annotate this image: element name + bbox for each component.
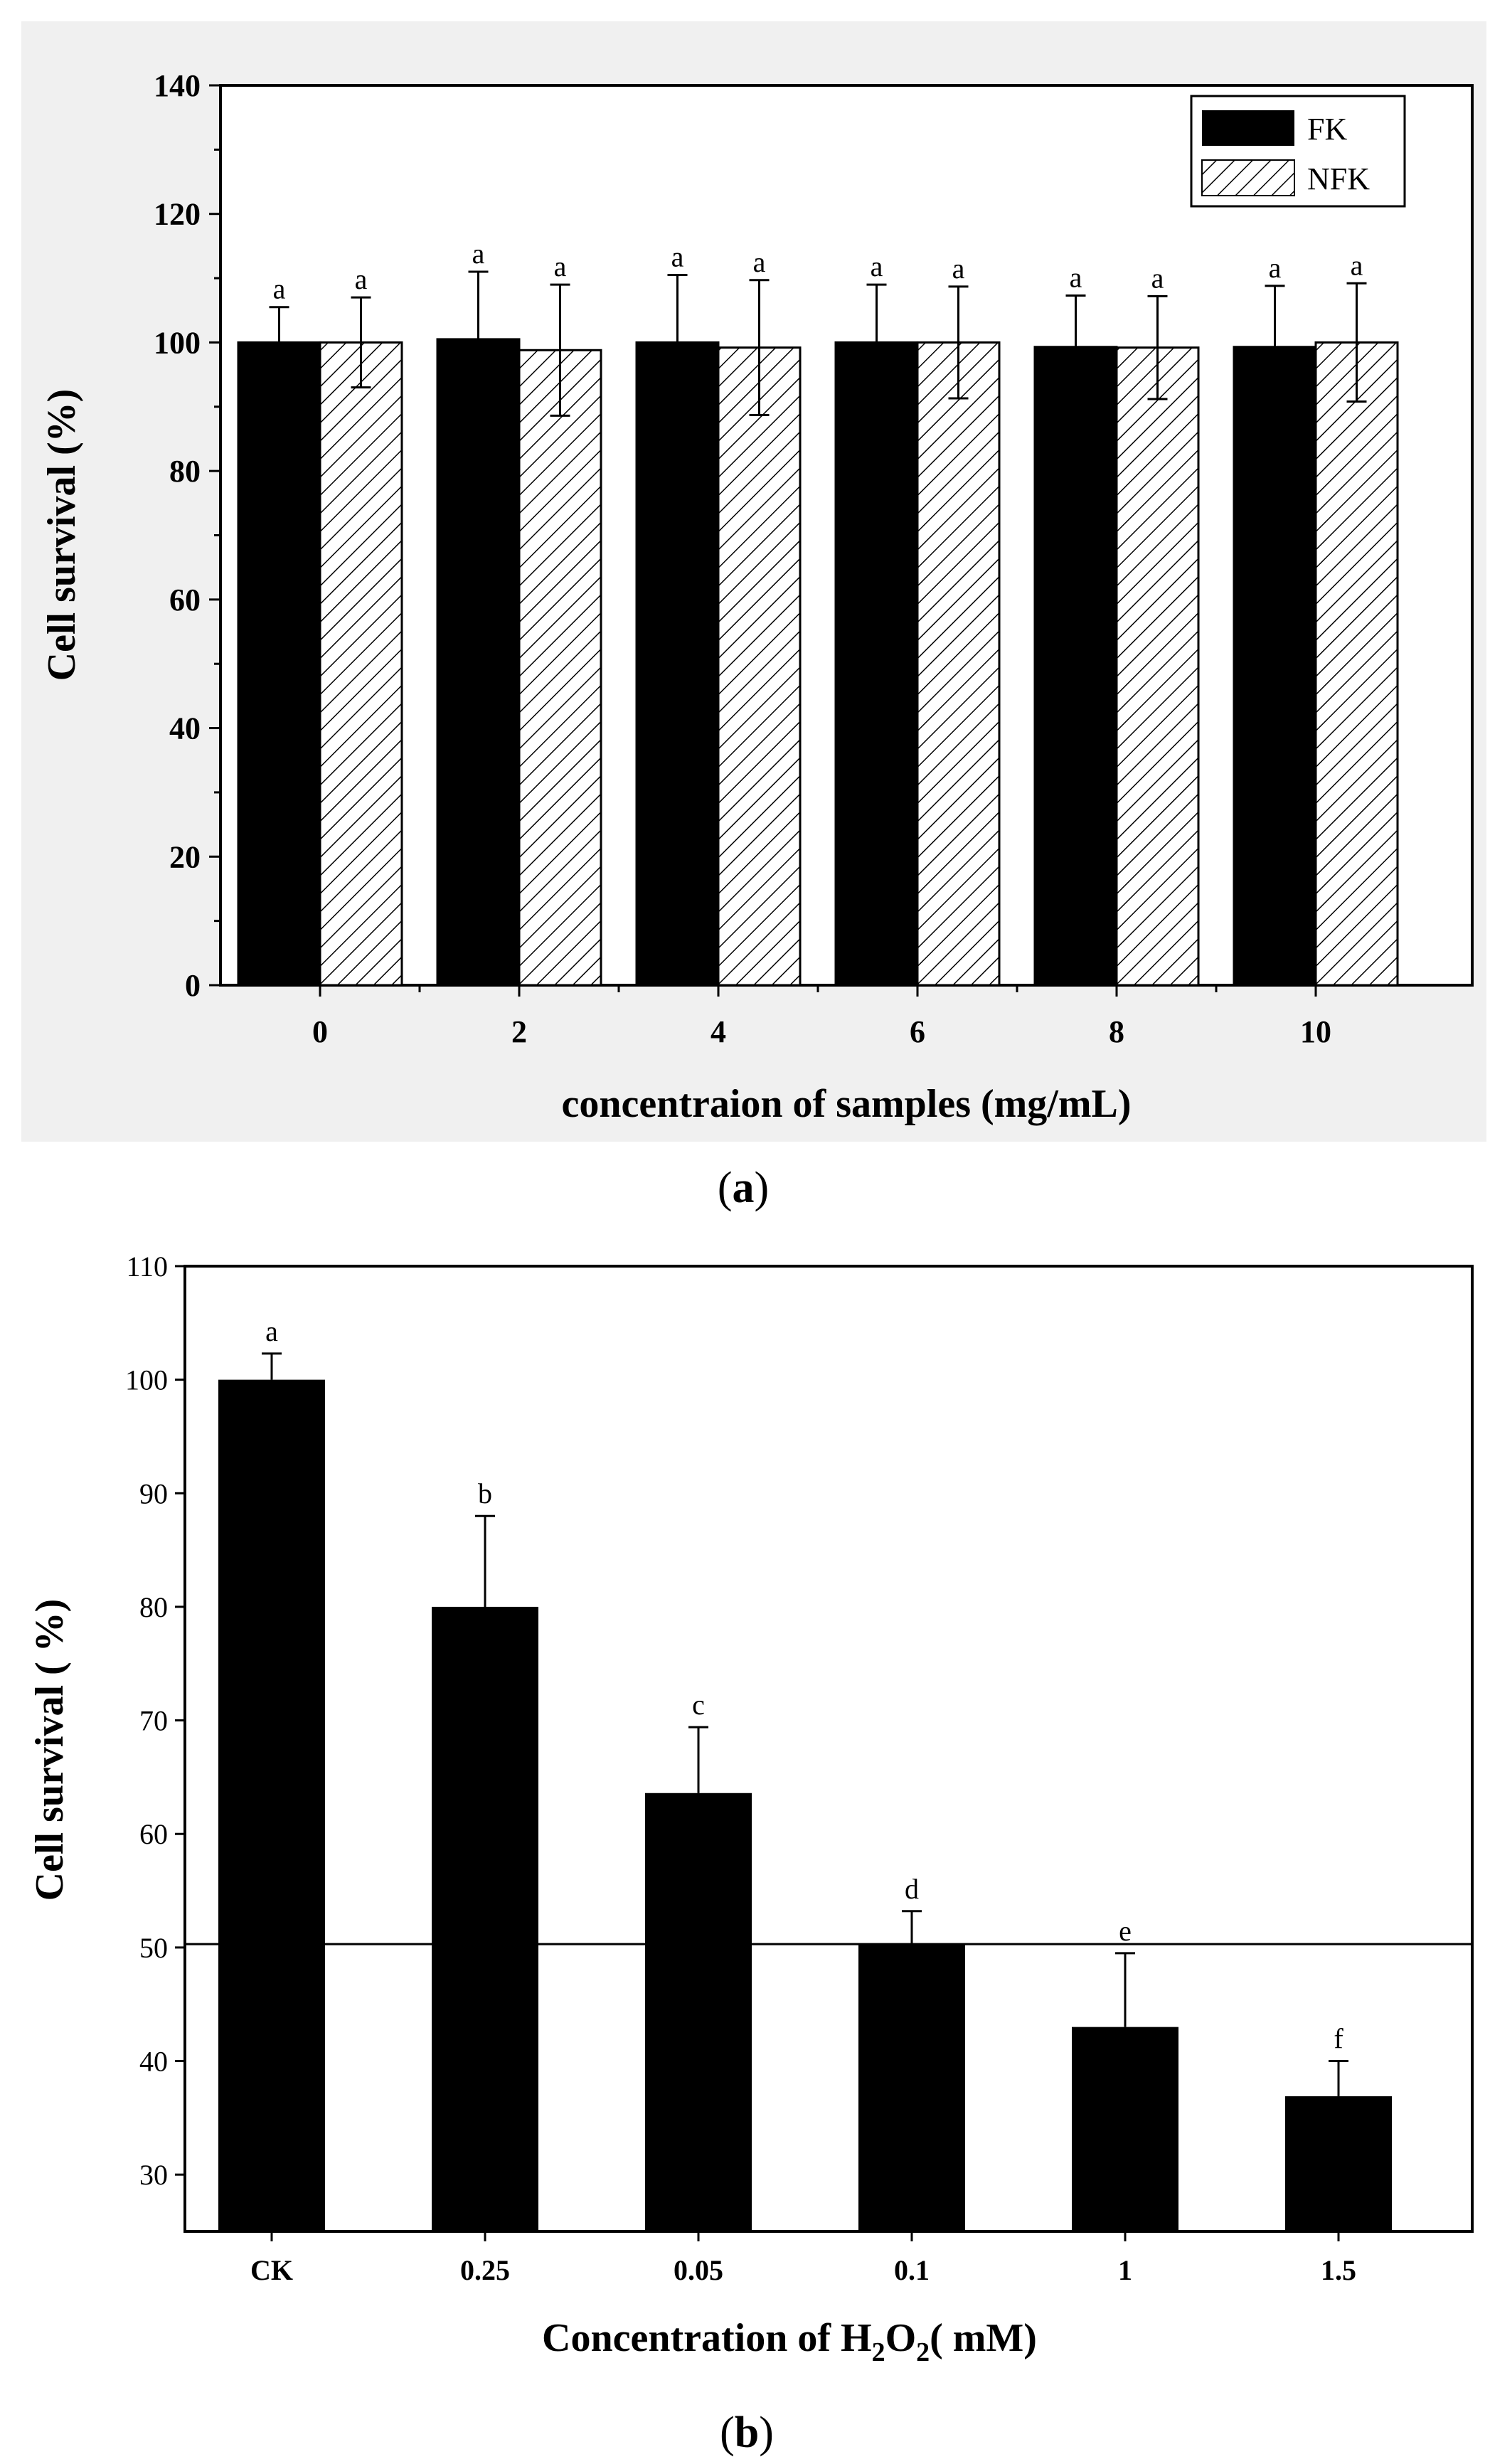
x-tick-label: 10 [1300,1014,1331,1049]
significance-label: a [952,253,965,285]
x-tick-label: 1.5 [1321,2254,1356,2286]
legend-label-nfk: NFK [1307,161,1370,196]
significance-label: a [472,238,485,270]
x-tick-label: 0 [312,1014,328,1049]
panel-b-plot-area [183,1265,1474,2233]
significance-label: a [355,263,368,295]
significance-label: a [1070,261,1082,293]
bar-fk [635,341,720,987]
x-tick-label: 2 [511,1014,527,1049]
significance-label: a [273,273,286,305]
significance-label: b [478,1477,492,1509]
bar-fk [237,341,321,987]
panel-b-y-axis: 30 40 50 60 70 80 90 100 110 [125,1250,185,2191]
legend-label-fk: FK [1307,112,1347,147]
significance-label: d [905,1873,919,1905]
y-tick-label: 120 [154,197,201,232]
bar-fk [436,338,521,987]
bar [645,1793,752,2231]
y-tick-label: 80 [169,454,201,489]
y-tick-label: 60 [139,1818,168,1850]
y-tick-label: 70 [139,1705,168,1737]
bar [1285,2096,1392,2231]
y-tick-label: 100 [154,325,201,360]
significance-label: a [1269,252,1282,284]
x-tick-label: 0.05 [674,2254,723,2286]
panel-b-bars: a b c d e f [218,1315,1392,2231]
bar-nfk [717,346,802,987]
y-tick-label: 40 [139,2046,168,2078]
x-tick-label: 8 [1109,1014,1124,1049]
y-tick-label: 80 [139,1591,168,1623]
panel-a-x-axis: 0 2 4 6 8 10 [312,985,1331,1049]
y-tick-label: 0 [185,968,201,1003]
y-tick-label: 60 [169,583,201,617]
x-tick-label: 0.25 [460,2254,510,2286]
y-tick-label: 20 [169,839,201,874]
significance-label: a [1351,249,1363,281]
significance-label: f [1334,2023,1343,2055]
y-tick-label: 110 [126,1250,168,1283]
significance-label: e [1119,1915,1132,1947]
significance-label: c [692,1689,705,1721]
significance-label: a [753,246,766,278]
x-tick-label: 1 [1118,2254,1132,2286]
significance-label: a [554,250,567,282]
y-tick-label: 40 [169,711,201,746]
y-tick-label: 140 [154,68,201,103]
bar-fk [1233,346,1317,987]
panel-b-y-axis-title: Cell survival ( %) [28,1599,72,1901]
panel-a-bars: a a a a a a a a a a a a [237,238,1399,987]
x-tick-label: 4 [711,1014,726,1049]
bar-nfk [319,341,403,987]
bar-nfk [1115,346,1200,987]
panel-b-caption: (b) [720,2409,774,2457]
bar [432,1606,538,2231]
y-tick-label: 90 [139,1477,168,1509]
panel-a-y-axis-title: Cell survival (%) [40,389,84,681]
significance-label: a [671,241,684,273]
bar [218,1379,325,2231]
legend-swatch-nfk [1201,159,1295,196]
y-tick-label: 30 [139,2159,168,2191]
panel-a-x-axis-title: concentraion of samples (mg/mL) [561,1082,1131,1126]
panel-a-legend: FK NFK [1190,95,1406,208]
significance-label: a [265,1315,278,1347]
significance-label: a [871,250,883,282]
bar-fk [834,341,919,987]
significance-label: a [1151,262,1164,294]
bar-nfk [1314,341,1399,987]
x-tick-label: CK [250,2254,293,2286]
x-tick-label: 0.1 [894,2254,930,2286]
y-tick-label: 50 [139,1932,168,1964]
panel-b-x-axis: CK 0.25 0.05 0.1 1 1.5 [250,2231,1356,2286]
legend-swatch-fk [1202,110,1294,146]
y-tick-label: 100 [125,1364,168,1396]
panel-a-y-axis: 0 20 40 60 80 100 120 140 [154,68,220,1003]
bar-nfk [916,341,1001,987]
bar [1072,2027,1178,2231]
bar-nfk [518,349,602,987]
bar [858,1944,965,2231]
panel-b-x-axis-title: Concentration of H2O2( mM) [542,2316,1037,2367]
x-tick-label: 6 [910,1014,925,1049]
bar-fk [1033,346,1118,987]
panel-a-caption: (a) [718,1164,769,1212]
